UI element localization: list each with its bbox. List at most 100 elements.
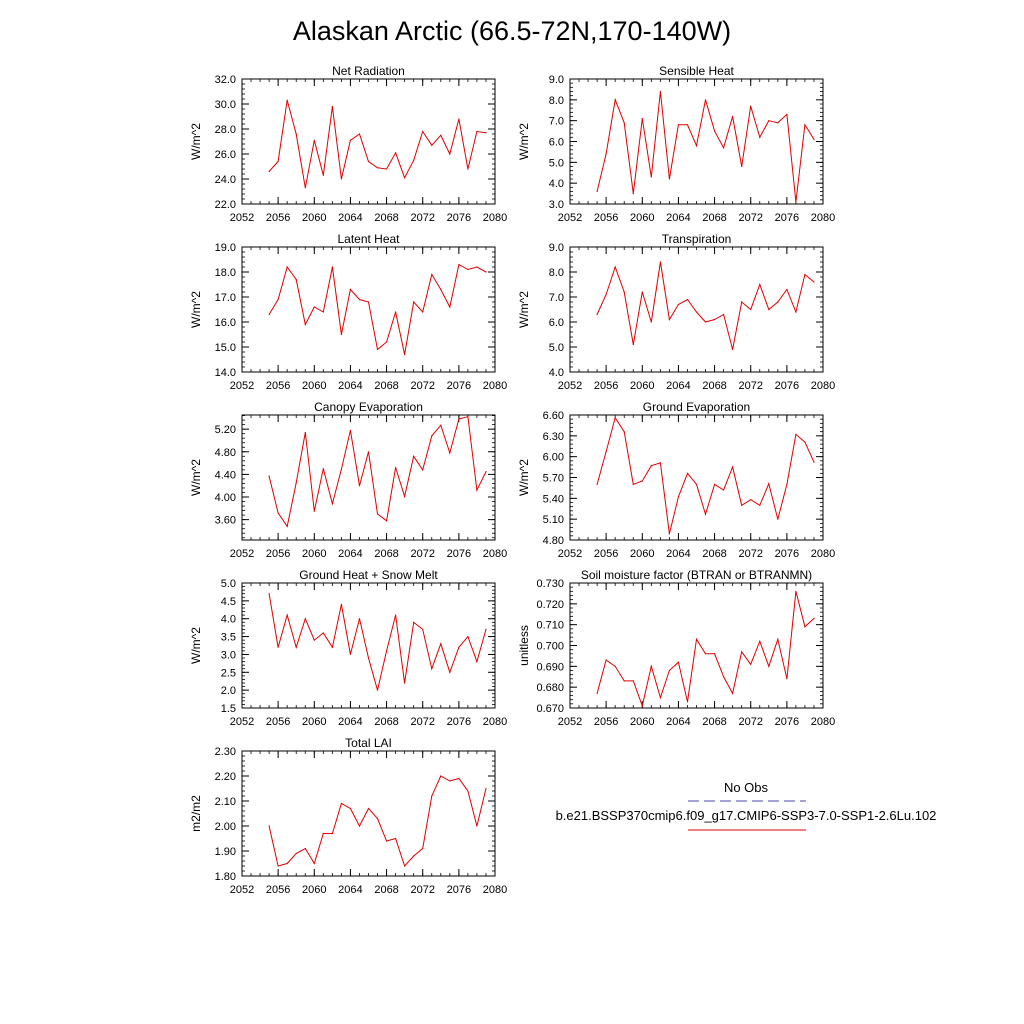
y-tick-label: 5.40 [543,493,564,505]
x-tick-label: 2052 [558,212,582,224]
data-point [695,145,698,147]
x-tick-label: 2076 [775,212,799,224]
data-point [677,496,680,498]
x-tick-label: 2080 [483,884,507,896]
y-tick-label: 3.0 [221,649,236,661]
data-point [449,452,451,454]
data-point [295,482,297,484]
data-point [795,433,797,435]
y-tick-label: 5.10 [543,514,564,526]
y-tick-label: 6.0 [549,317,564,329]
figure-title: Alaskan Arctic (66.5-72N,170-140W) [293,16,731,46]
data-point [777,638,779,640]
data-point [386,341,388,343]
data-point [404,682,406,684]
data-point [641,291,643,293]
data-point [413,301,415,303]
data-point [768,308,770,311]
data-point [804,626,806,628]
data-point [286,99,288,101]
y-axis-label: W/m^2 [517,291,531,328]
data-point [304,618,306,620]
y-axis-label: unitless [517,625,531,666]
y-tick-label: 14.0 [215,367,236,379]
data-point [714,130,716,132]
panel-title: Total LAI [345,736,392,750]
legend: No Obs b.e21.BSSP370cmip6.f09_g17.CMIP6-… [556,780,936,831]
y-tick-label: 0.690 [536,661,564,673]
data-point [413,855,415,857]
data-point [467,268,469,271]
y-tick-label: 2.00 [215,821,236,833]
data-point [741,651,743,653]
x-tick-label: 2076 [447,884,471,896]
y-tick-label: 0.720 [536,599,564,611]
series-line [268,416,487,528]
x-tick-label: 2056 [266,380,290,392]
x-tick-label: 2060 [302,212,326,224]
data-point [395,837,397,840]
plot-frame [241,246,496,373]
data-point [759,283,761,286]
data-point [786,678,788,680]
data-point [358,485,361,487]
data-point [422,628,424,631]
data-point [458,263,460,266]
y-tick-label: 0.680 [536,682,564,694]
data-point [714,483,716,485]
data-point [413,621,415,623]
data-point [668,318,671,321]
data-point [659,697,662,699]
data-point [349,288,351,291]
data-point [376,348,379,351]
panel-title: Sensible Heat [659,64,734,78]
data-point [605,293,607,296]
data-point [358,298,361,301]
y-tick-label: 28.0 [215,124,236,136]
y-tick-label: 4.5 [221,596,236,608]
y-tick-label: 4.80 [543,535,564,547]
data-point [376,817,379,820]
data-point [386,650,388,652]
data-point [376,513,379,515]
plot-frame [241,750,496,877]
x-tick-label: 2056 [266,884,290,896]
y-axis-label: W/m^2 [189,627,203,664]
data-point [596,692,598,695]
plot-frame [569,78,824,205]
data-point [349,807,351,810]
panel-title: Ground Heat + Snow Melt [299,568,438,582]
data-point [295,646,297,648]
y-tick-label: 6.0 [549,137,564,149]
x-tick-label: 2052 [558,716,582,728]
data-point [331,503,333,505]
data-point [476,266,478,268]
data-point [295,133,297,135]
x-tick-label: 2076 [447,548,471,560]
data-point [485,787,487,790]
data-point [340,802,342,805]
data-point [485,471,487,473]
data-point [723,489,725,491]
data-point [286,614,288,616]
data-point [386,520,388,522]
data-point [777,122,779,124]
plot-frame [569,582,824,709]
data-point [759,640,761,642]
data-point [750,105,752,107]
data-point [331,832,333,835]
data-point [467,636,469,638]
data-point [695,311,698,313]
x-tick-label: 2060 [302,884,326,896]
x-tick-label: 2052 [230,380,254,392]
y-tick-label: 8.0 [549,267,564,279]
data-point [777,301,779,303]
data-point [404,495,406,497]
legend-obs-label: No Obs [724,780,769,795]
data-point [395,467,397,469]
data-point [440,643,442,645]
data-point [596,190,598,193]
series-line [596,416,815,534]
data-point [268,170,270,173]
